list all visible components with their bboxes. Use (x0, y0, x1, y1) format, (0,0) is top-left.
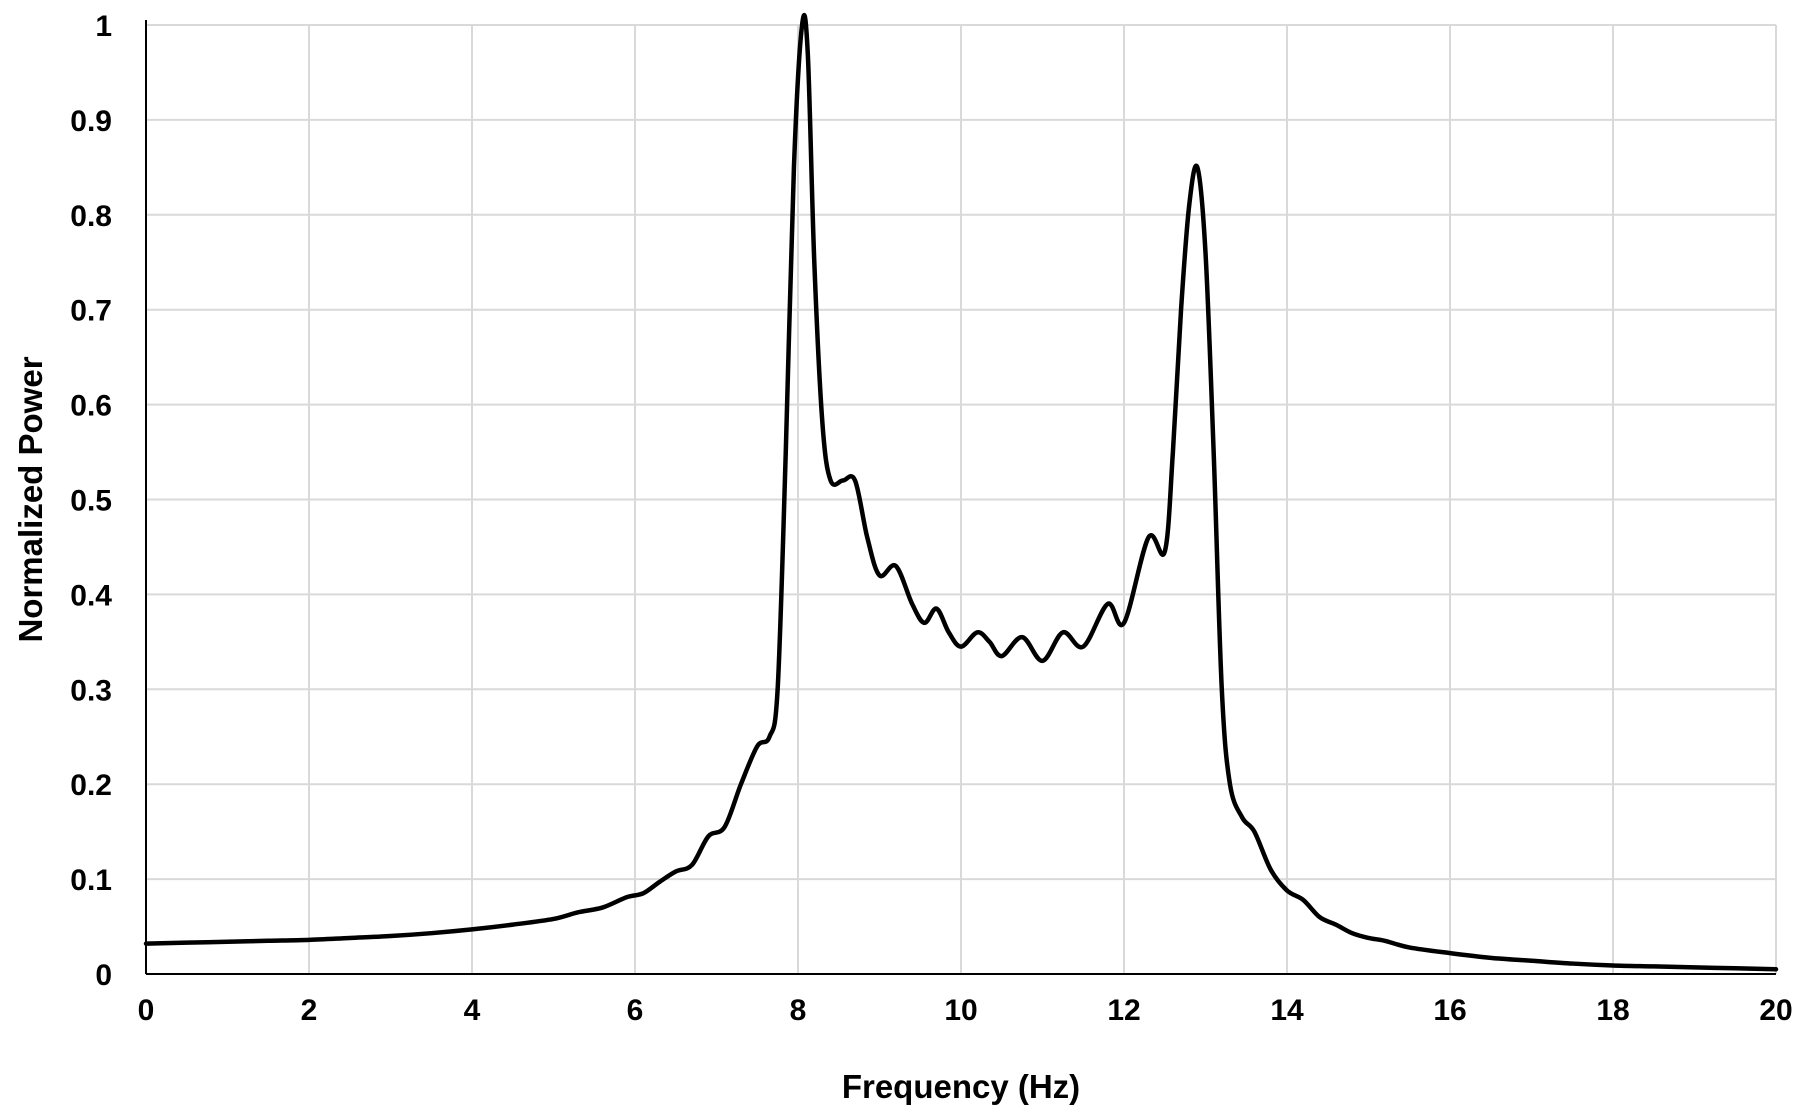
y-tick-label: 0.5 (70, 485, 112, 518)
y-tick-label: 0.8 (70, 200, 112, 233)
x-tick-label: 18 (1596, 994, 1629, 1027)
x-tick-label: 20 (1759, 994, 1792, 1027)
x-tick-label: 12 (1107, 994, 1140, 1027)
x-axis-title: Frequency (Hz) (842, 1068, 1080, 1105)
y-tick-label: 0.2 (70, 769, 112, 802)
x-tick-label: 14 (1270, 994, 1304, 1027)
x-tick-label: 10 (944, 994, 977, 1027)
y-tick-label: 0 (95, 959, 112, 992)
labels: 0 2 4 6 8 10 12 14 16 18 20 0 0.1 0.2 0.3 0.4 0.5 0.6 0.7 0… (12, 10, 1793, 1105)
series-layer (143, 12, 1779, 972)
y-tick-label: 1 (95, 10, 112, 43)
y-tick-label: 0.1 (70, 864, 112, 897)
x-tick-label: 8 (790, 994, 807, 1027)
y-tick-label: 0.4 (70, 579, 112, 612)
y-tick-label: 0.3 (70, 674, 112, 707)
x-tick-label: 16 (1433, 994, 1466, 1027)
axes (145, 20, 1776, 975)
y-axis-title: Normalized Power (12, 356, 49, 642)
x-tick-label: 4 (464, 994, 481, 1027)
series-line-0 (143, 12, 1779, 972)
grid (146, 24, 1777, 974)
x-tick-label: 0 (138, 994, 155, 1027)
y-tick-label: 0.7 (70, 295, 112, 328)
x-tick-label: 2 (301, 994, 318, 1027)
y-tick-label: 0.6 (70, 390, 112, 423)
y-tick-label: 0.9 (70, 105, 112, 138)
x-tick-label: 6 (627, 994, 644, 1027)
